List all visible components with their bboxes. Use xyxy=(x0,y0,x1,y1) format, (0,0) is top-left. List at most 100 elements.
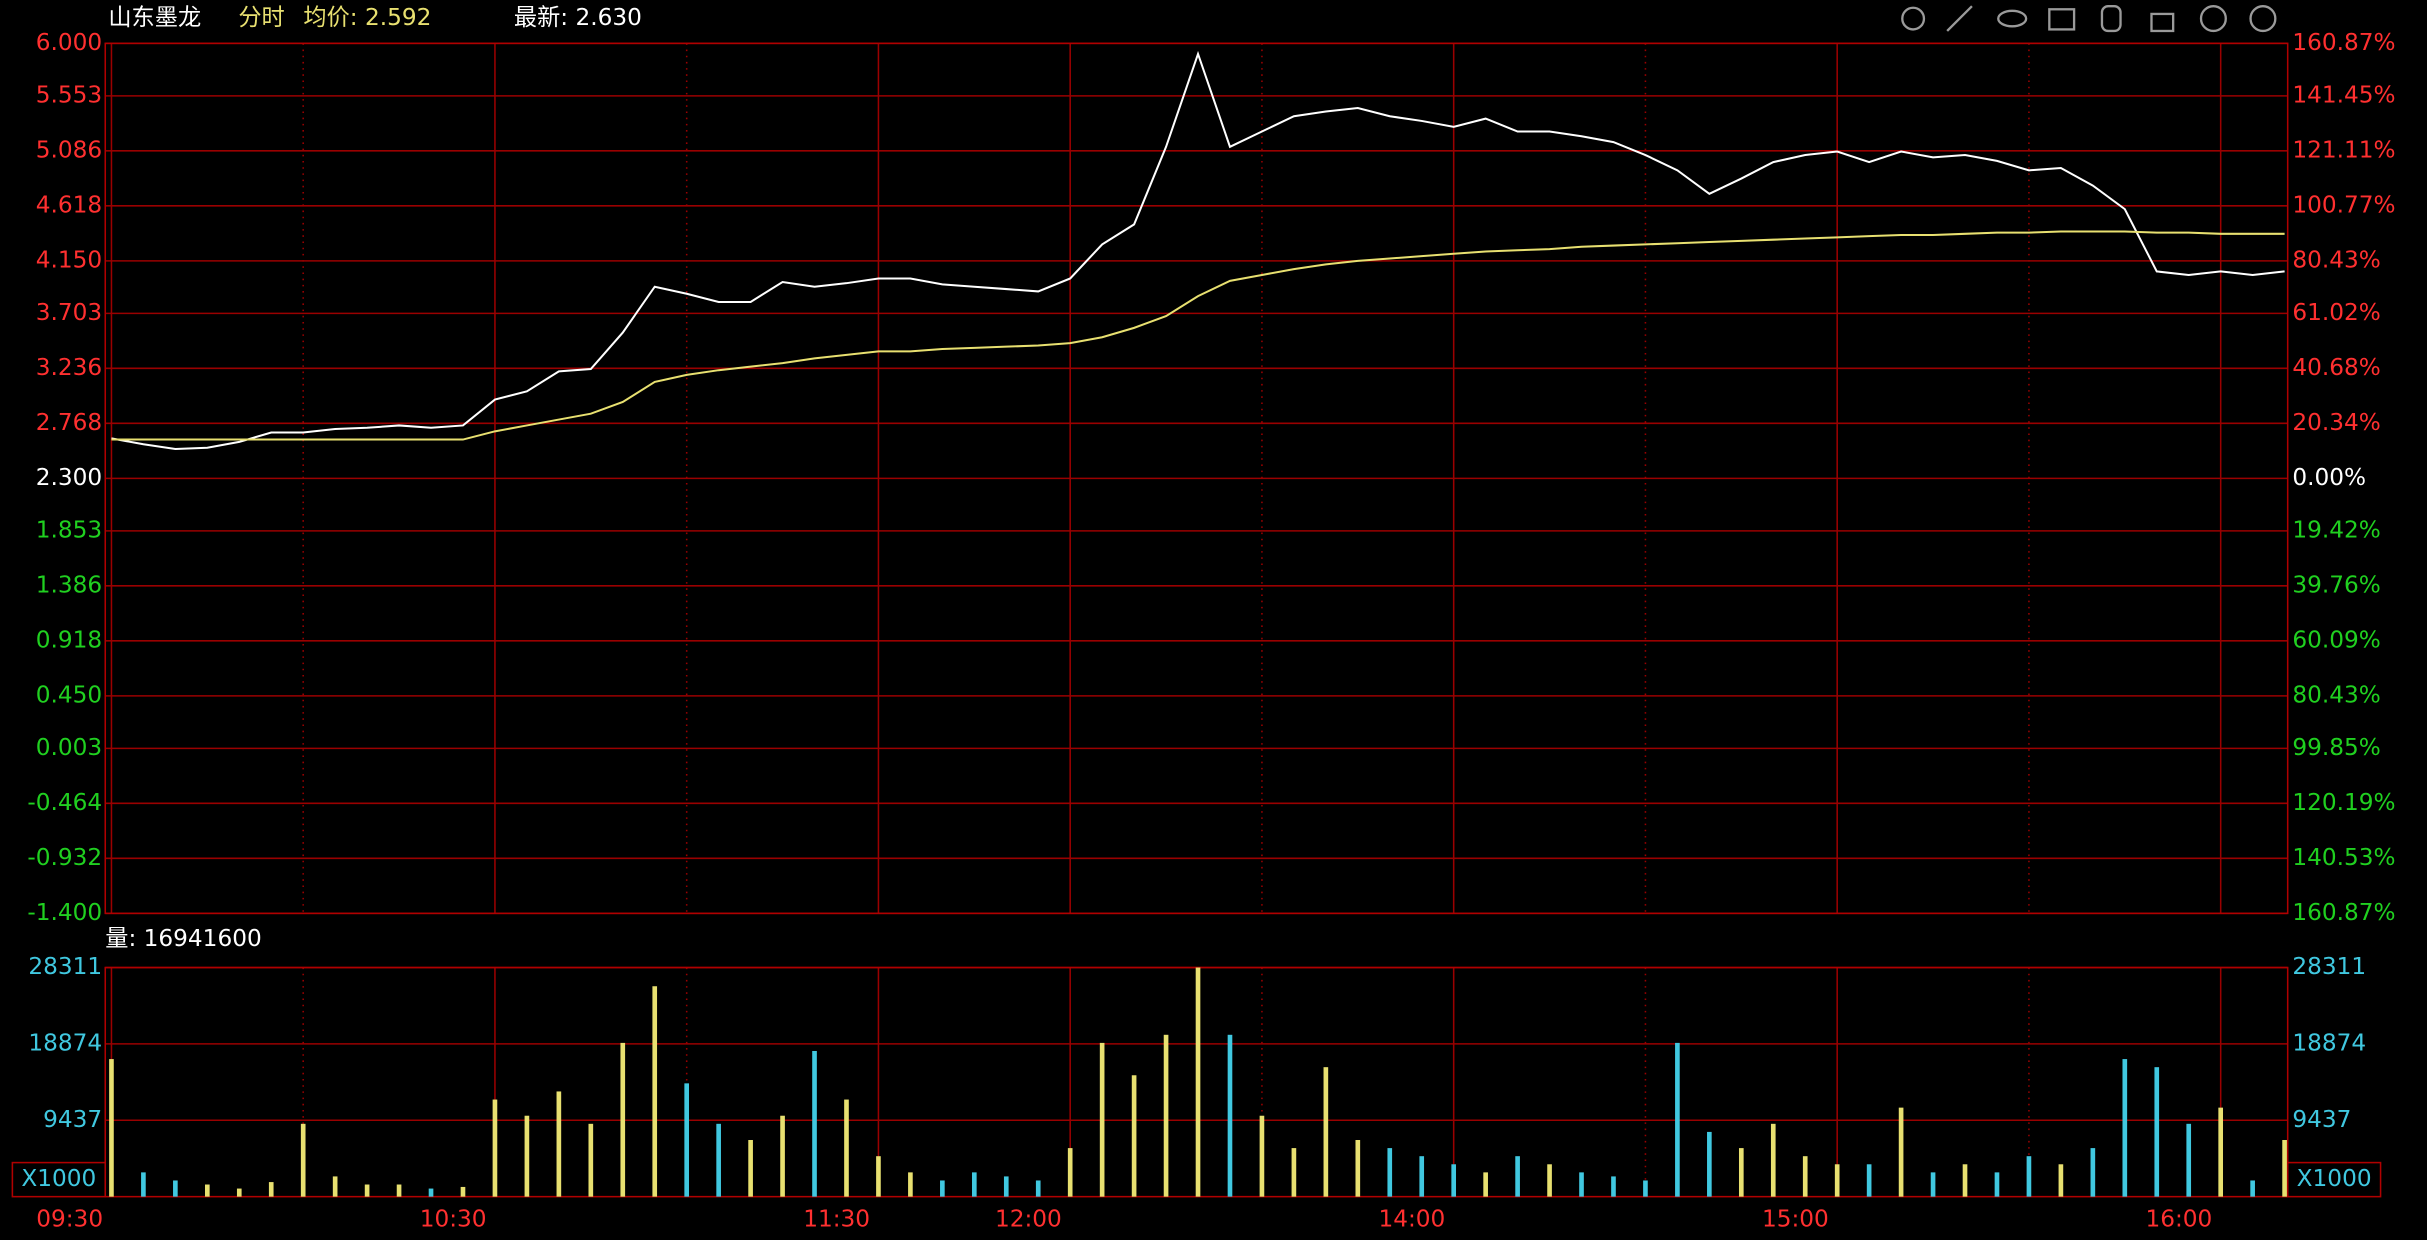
x-tick-label: 11:30 xyxy=(803,1205,870,1232)
y-tick-label: 5.553 xyxy=(36,81,102,108)
y2-tick-label: 0.00% xyxy=(2292,464,2366,491)
y-tick-label: 5.086 xyxy=(36,136,102,163)
lock-icon[interactable] xyxy=(2150,12,2175,33)
panel-frame xyxy=(104,42,2289,915)
volume-bar xyxy=(1099,1042,1105,1197)
y2-tick-label: 80.43% xyxy=(2292,246,2380,273)
x-tick-label: 12:00 xyxy=(995,1205,1062,1232)
volume-bar xyxy=(620,1042,626,1197)
y-tick-label: 0.003 xyxy=(36,734,102,761)
volume-bar xyxy=(1770,1123,1776,1197)
y-tick-label: 2.300 xyxy=(36,464,102,491)
volume-bar xyxy=(524,1115,530,1197)
volume-bar xyxy=(1898,1107,1904,1197)
y-tick-label: 3.236 xyxy=(36,354,102,381)
y-tick-label: 1.853 xyxy=(36,516,102,543)
volume-bar xyxy=(2154,1067,2160,1197)
y-tick-label: 0.918 xyxy=(36,626,102,653)
y2-tick-label: 39.76% xyxy=(2292,571,2380,598)
volume-bar xyxy=(2282,1140,2287,1197)
volume-bar xyxy=(2026,1156,2032,1197)
settings-icon[interactable] xyxy=(1901,6,1926,31)
volume-bar xyxy=(1163,1034,1169,1197)
view-icon[interactable] xyxy=(1997,9,2028,28)
volume-bar xyxy=(1930,1172,1936,1197)
y2-tick-label: 99.85% xyxy=(2292,734,2380,761)
y-tick-label: 4.150 xyxy=(36,246,102,273)
y2-tick-label: 121.11% xyxy=(2292,136,2395,163)
price-line xyxy=(111,50,2285,450)
y2-tick-label: 100.77% xyxy=(2292,191,2395,218)
volume-bar xyxy=(1643,1180,1648,1197)
volume-bar xyxy=(1834,1164,1840,1197)
draw-icon[interactable] xyxy=(1946,5,1973,32)
volume-bar xyxy=(1579,1172,1584,1197)
volume-bar xyxy=(1227,1034,1233,1197)
volume-bar xyxy=(428,1188,434,1197)
y2-tick-label: 141.45% xyxy=(2292,81,2395,108)
y-tick-label: 0.450 xyxy=(36,681,102,708)
volume-bar xyxy=(1355,1140,1361,1197)
price-line xyxy=(111,230,2285,441)
volume-bar xyxy=(1738,1148,1744,1197)
volume-bar xyxy=(812,1050,817,1197)
y-tick-label: 2.768 xyxy=(36,409,102,436)
toolbar xyxy=(1901,5,2277,33)
volume-bar xyxy=(1387,1148,1393,1197)
volume-bar xyxy=(908,1172,913,1197)
volume-bar xyxy=(1259,1115,1265,1197)
volume-bar xyxy=(1035,1180,1041,1197)
volume-bar xyxy=(1003,1176,1009,1197)
volume-bar xyxy=(236,1188,242,1197)
volume-bar xyxy=(1067,1148,1073,1197)
y2-tick-label: 160.87% xyxy=(2292,899,2395,926)
volume-bar xyxy=(780,1115,785,1197)
volume-bar xyxy=(2250,1180,2255,1197)
volume-bar xyxy=(748,1140,753,1197)
volume-title: 量: 16941600 xyxy=(105,925,261,952)
y-tick-label: 28311 xyxy=(2292,953,2366,980)
volume-bar xyxy=(971,1172,977,1197)
gift-icon[interactable] xyxy=(2048,8,2076,31)
y2-tick-label: 20.34% xyxy=(2292,409,2380,436)
volume-bar xyxy=(2058,1164,2064,1197)
volume-bar xyxy=(1451,1164,1457,1197)
unit-label: X1000 xyxy=(21,1165,96,1192)
hand-icon[interactable] xyxy=(2100,5,2122,33)
volume-bar xyxy=(1675,1042,1680,1197)
volume-bar xyxy=(2122,1059,2128,1197)
y-tick-label: 18874 xyxy=(28,1029,102,1056)
volume-bar xyxy=(1611,1176,1616,1197)
y-tick-label: 9437 xyxy=(2292,1106,2351,1133)
volume-bar xyxy=(1994,1172,2000,1197)
volume-bar xyxy=(556,1091,562,1197)
volume-bar xyxy=(1419,1156,1425,1197)
mode-label: 分时 xyxy=(238,4,284,31)
y-tick-label: 4.618 xyxy=(36,191,102,218)
volume-bar xyxy=(1707,1131,1712,1197)
y2-tick-label: 120.19% xyxy=(2292,789,2395,816)
volume-bar xyxy=(268,1182,274,1197)
volume-bar xyxy=(2090,1148,2096,1197)
zoom-in-icon[interactable] xyxy=(2199,5,2227,33)
volume-bar xyxy=(684,1083,690,1197)
volume-bar xyxy=(1866,1164,1872,1197)
volume-bar xyxy=(588,1123,594,1197)
zoom-out-icon[interactable] xyxy=(2249,5,2277,33)
volume-bar xyxy=(652,986,658,1197)
y2-tick-label: 140.53% xyxy=(2292,844,2395,871)
volume-bar xyxy=(2186,1123,2192,1197)
avg-price: 均价: 2.592 xyxy=(303,4,431,31)
y-tick-label: -1.400 xyxy=(27,899,102,926)
volume-bar xyxy=(141,1172,146,1197)
volume-bar xyxy=(844,1099,849,1197)
volume-bar xyxy=(332,1176,338,1197)
x-tick-label: 16:00 xyxy=(2145,1205,2212,1232)
volume-bar xyxy=(1195,967,1201,1197)
volume-bar xyxy=(396,1184,402,1197)
y2-tick-label: 40.68% xyxy=(2292,354,2380,381)
volume-bar xyxy=(1515,1156,1520,1197)
y2-tick-label: 60.09% xyxy=(2292,626,2380,653)
